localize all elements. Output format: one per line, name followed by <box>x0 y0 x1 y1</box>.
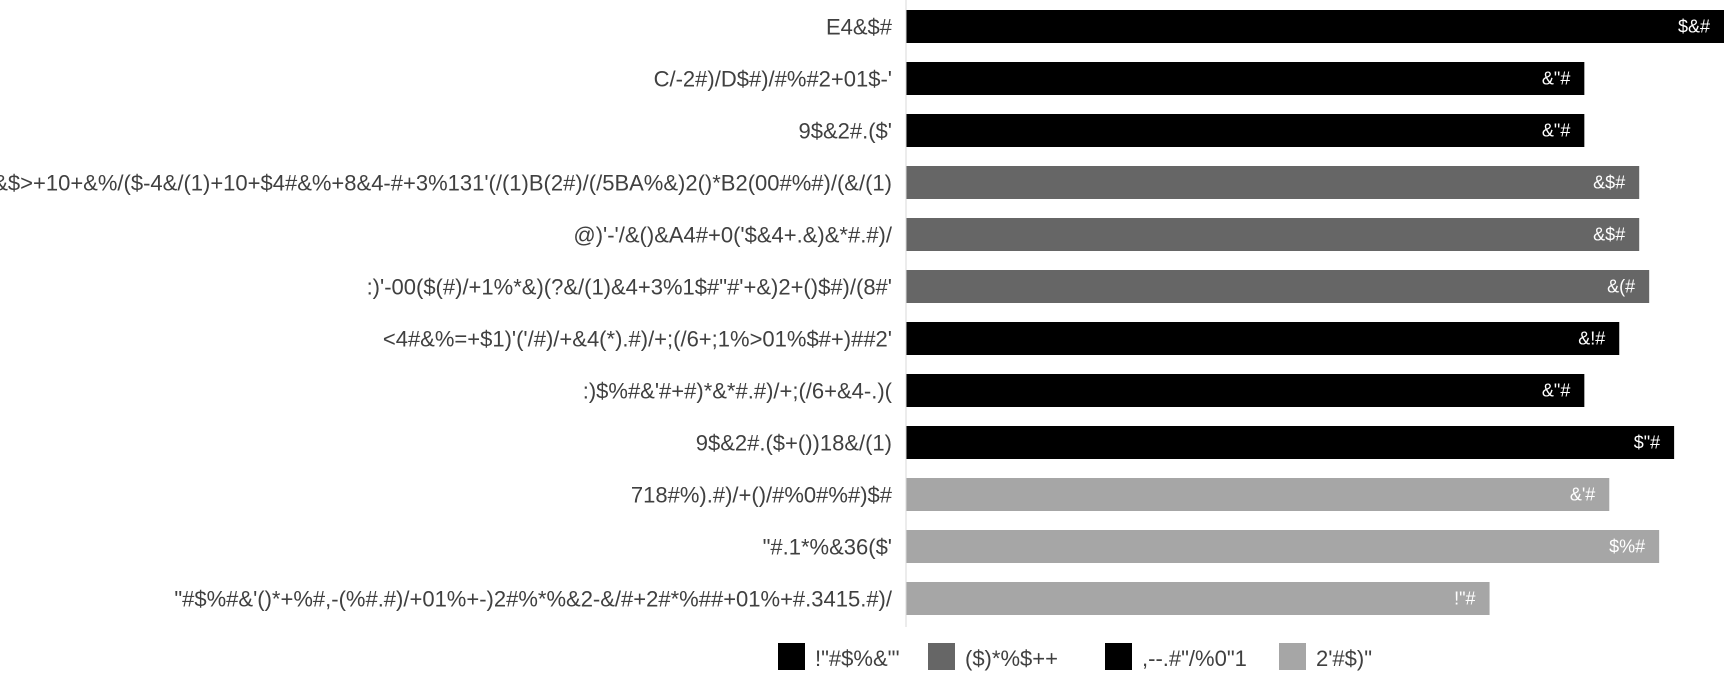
value-label-2: &"# <box>1542 69 1570 89</box>
legend-swatch-4 <box>1279 643 1306 670</box>
bar-9 <box>906 426 1675 459</box>
legend-swatch-1 <box>778 643 805 670</box>
bar-10 <box>906 478 1610 511</box>
bars-group <box>906 10 1724 615</box>
value-label-11: $%# <box>1609 537 1645 557</box>
legend-label-3: ,--.#"/%0"1 <box>1142 646 1247 671</box>
value-label-8: &"# <box>1542 381 1570 401</box>
value-labels-group: $&# &"# &"# &$# &$# &(# &!# &"# $"# &'# $%# !"# <box>1454 17 1710 609</box>
bar-12 <box>906 582 1490 615</box>
bar-11 <box>906 530 1660 563</box>
value-label-7: &!# <box>1578 329 1605 349</box>
bar-6 <box>906 270 1650 303</box>
category-label-12: "#$%#&'()*+%#,-(%#.#)/+01%+-)2#%*%&2-&/#… <box>174 587 893 612</box>
bar-4 <box>906 166 1640 199</box>
bar-8 <box>906 374 1585 407</box>
category-label-9: 9$&2#.($+())18&/(1) <box>696 431 892 456</box>
category-label-5: @)'-'/&()&A4#+0('$&4+.&)&*#.#)/ <box>573 223 893 248</box>
value-label-9: $"# <box>1634 433 1660 453</box>
bar-7 <box>906 322 1620 355</box>
legend-label-4: 2'#$)" <box>1316 646 1372 671</box>
category-labels-group: E4&$# C/-2#)/D$#)/#%#2+01$-' 9$&2#.($' <4#&… <box>0 15 893 612</box>
category-label-1: E4&$# <box>826 15 893 40</box>
value-label-6: &(# <box>1607 277 1635 297</box>
legend: !"#$%&"' ($)*%$++ ,--.#"/%0"1 2'#$)" <box>778 643 1372 671</box>
bar-2 <box>906 62 1585 95</box>
bar-1 <box>906 10 1724 43</box>
category-label-7: <4#&%=+$1)'('/#)/+&4(*).#)/+;(/6+;1%>01%… <box>383 327 892 352</box>
value-label-3: &"# <box>1542 121 1570 141</box>
value-label-5: &$# <box>1593 225 1625 245</box>
bar-3 <box>906 114 1585 147</box>
category-label-8: :)$%#&'#+#)*&*#.#)/+;(/6+&4-.)( <box>583 379 893 404</box>
category-label-4: <4#&%+4&$>+10+&%/($-4&/(1)+10+$4#&%+8&4-… <box>0 171 892 196</box>
legend-label-2: ($)*%$++ <box>965 646 1058 671</box>
legend-swatch-3 <box>1105 643 1132 670</box>
value-label-12: !"# <box>1454 589 1475 609</box>
bar-5 <box>906 218 1640 251</box>
category-label-3: 9$&2#.($' <box>799 119 893 144</box>
value-label-4: &$# <box>1593 173 1625 193</box>
category-label-10: 718#%).#)/+()/#%0#%#)$# <box>631 483 893 508</box>
value-label-1: $&# <box>1678 17 1710 37</box>
category-label-2: C/-2#)/D$#)/#%#2+01$-' <box>654 67 892 92</box>
legend-swatch-2 <box>928 643 955 670</box>
category-label-6: :)'-00($(#)/+1%*&)(?&/(1)&4+3%1$#"#'+&)2… <box>367 275 892 300</box>
value-label-10: &'# <box>1570 485 1595 505</box>
category-label-11: "#.1*%&36($' <box>763 535 892 560</box>
legend-label-1: !"#$%&"' <box>815 646 900 671</box>
